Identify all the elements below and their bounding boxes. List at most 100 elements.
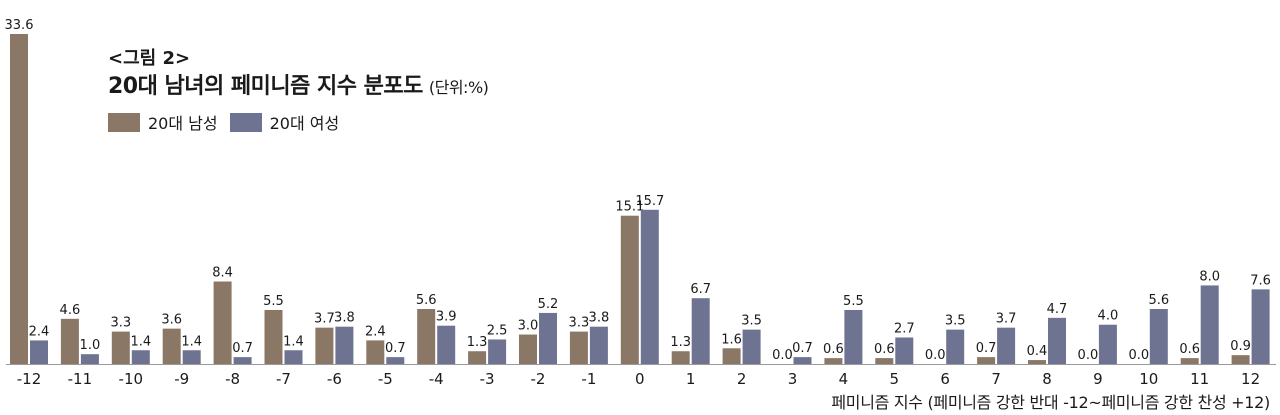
bar-female-3	[793, 357, 812, 364]
x-tick-label--11: -11	[68, 370, 93, 388]
bar-male--10	[111, 331, 130, 364]
data-label-female--8: 0.7	[232, 341, 253, 356]
x-tick-label-2: 2	[737, 370, 747, 388]
data-label-male--4: 5.6	[416, 293, 437, 308]
data-label-male-2: 1.6	[721, 332, 742, 347]
data-label-male-5: 0.6	[874, 342, 895, 357]
data-label-male-9: 0.0	[1078, 348, 1099, 363]
bar-male-1	[671, 351, 690, 364]
data-label-male--11: 4.6	[60, 303, 81, 318]
data-label-female-11: 8.0	[1199, 269, 1220, 284]
x-tick-label--12: -12	[17, 370, 42, 388]
bar-female--9	[182, 350, 201, 364]
bar-female-8	[1048, 317, 1066, 364]
data-label-female--9: 1.4	[181, 334, 202, 349]
data-label-female-9: 4.0	[1098, 309, 1119, 324]
data-label-male-10: 0.0	[1128, 348, 1149, 363]
bar-male--2	[519, 334, 537, 364]
data-label-male-0: 15.1	[615, 200, 644, 215]
x-tick-label--1: -1	[581, 370, 596, 388]
data-label-male-11: 0.6	[1179, 342, 1200, 357]
bar-male-8	[1028, 360, 1046, 364]
bar-male--4	[417, 309, 436, 364]
legend-swatch-female	[229, 112, 262, 132]
data-label-female--1: 3.8	[589, 311, 610, 326]
data-label-male-6: 0.0	[925, 348, 946, 363]
x-tick-label--10: -10	[119, 370, 144, 388]
x-tick-label-7: 7	[991, 370, 1001, 388]
x-tick-label-6: 6	[940, 370, 950, 388]
bar-female-4	[844, 309, 863, 364]
bar-male--3	[468, 351, 487, 364]
legend-swatch-male	[108, 112, 140, 132]
data-label-female-4: 5.5	[843, 294, 864, 309]
bar-male--12	[10, 34, 28, 364]
bar-male--8	[213, 281, 232, 364]
x-tick-label-1: 1	[686, 370, 696, 388]
data-label-male-3: 0.0	[772, 348, 793, 363]
data-label-male--2: 3.0	[518, 319, 539, 334]
bar-female--8	[233, 357, 252, 364]
bar-female-9	[1098, 324, 1117, 364]
bar-female-2	[742, 329, 761, 364]
legend-item-female: 20대 여성	[229, 110, 339, 134]
bar-female--11	[80, 354, 99, 364]
x-tick-label-10: 10	[1139, 370, 1158, 388]
x-tick-label--9: -9	[174, 370, 189, 388]
bar-male--1	[569, 331, 588, 364]
bar-male-11	[1180, 358, 1199, 364]
data-label-male--8: 8.4	[212, 266, 233, 281]
bar-female-0	[640, 209, 659, 364]
bar-female--5	[386, 357, 405, 364]
bar-female-1	[691, 298, 710, 364]
data-label-male-1: 1.3	[670, 335, 691, 350]
x-tick-label--3: -3	[480, 370, 495, 388]
figure-label: <그림 2>	[108, 48, 191, 69]
data-label-male--12: 33.6	[5, 18, 34, 33]
x-tick-label--5: -5	[378, 370, 393, 388]
bar-male-5	[875, 358, 894, 364]
data-label-female-5: 2.7	[894, 321, 915, 336]
bar-female--10	[131, 350, 150, 364]
x-tick-label--8: -8	[225, 370, 240, 388]
data-label-female--6: 3.8	[334, 311, 355, 326]
data-label-female--4: 3.9	[436, 310, 457, 325]
bar-female--12	[30, 340, 48, 364]
data-label-female--3: 2.5	[487, 323, 508, 338]
data-label-female--5: 0.7	[385, 341, 406, 356]
bar-female-7	[997, 327, 1016, 364]
bar-female--2	[539, 312, 557, 364]
bar-male-4	[824, 358, 843, 364]
data-label-female-6: 3.5	[945, 314, 966, 329]
bar-female-10	[1149, 309, 1168, 364]
x-tick-label-5: 5	[890, 370, 900, 388]
bar-male--5	[366, 340, 385, 364]
data-label-female-1: 6.7	[690, 282, 711, 297]
data-label-male-7: 0.7	[976, 341, 997, 356]
x-tick-label--2: -2	[531, 370, 546, 388]
data-label-male--10: 3.3	[110, 316, 131, 331]
data-label-female--11: 1.0	[80, 338, 101, 353]
legend: 20대 남성 20대 여성	[108, 110, 351, 134]
data-label-female-7: 3.7	[996, 312, 1017, 327]
bar-female-5	[895, 337, 914, 364]
data-label-female-12: 7.6	[1250, 273, 1271, 288]
bar-female--7	[284, 350, 303, 364]
bar-male-0	[620, 215, 639, 364]
bar-female--4	[437, 325, 456, 364]
data-label-female-2: 3.5	[741, 314, 762, 329]
data-label-male--1: 3.3	[569, 316, 590, 331]
x-tick-label-4: 4	[839, 370, 849, 388]
data-label-female-0: 15.7	[635, 194, 664, 209]
data-label-female-10: 5.6	[1148, 293, 1169, 308]
bar-female-6	[946, 329, 965, 364]
data-label-male--9: 3.6	[161, 313, 182, 328]
data-label-male-4: 0.6	[823, 342, 844, 357]
x-tick-label--7: -7	[276, 370, 291, 388]
data-label-male--7: 5.5	[263, 294, 284, 309]
data-label-male-12: 0.9	[1230, 339, 1251, 354]
bar-female--3	[488, 339, 507, 364]
data-label-female--2: 5.2	[538, 297, 559, 312]
legend-label-male: 20대 남성	[148, 114, 218, 133]
chart-title: 20대 남녀의 페미니즘 지수 분포도 (단위:%)	[108, 68, 489, 100]
